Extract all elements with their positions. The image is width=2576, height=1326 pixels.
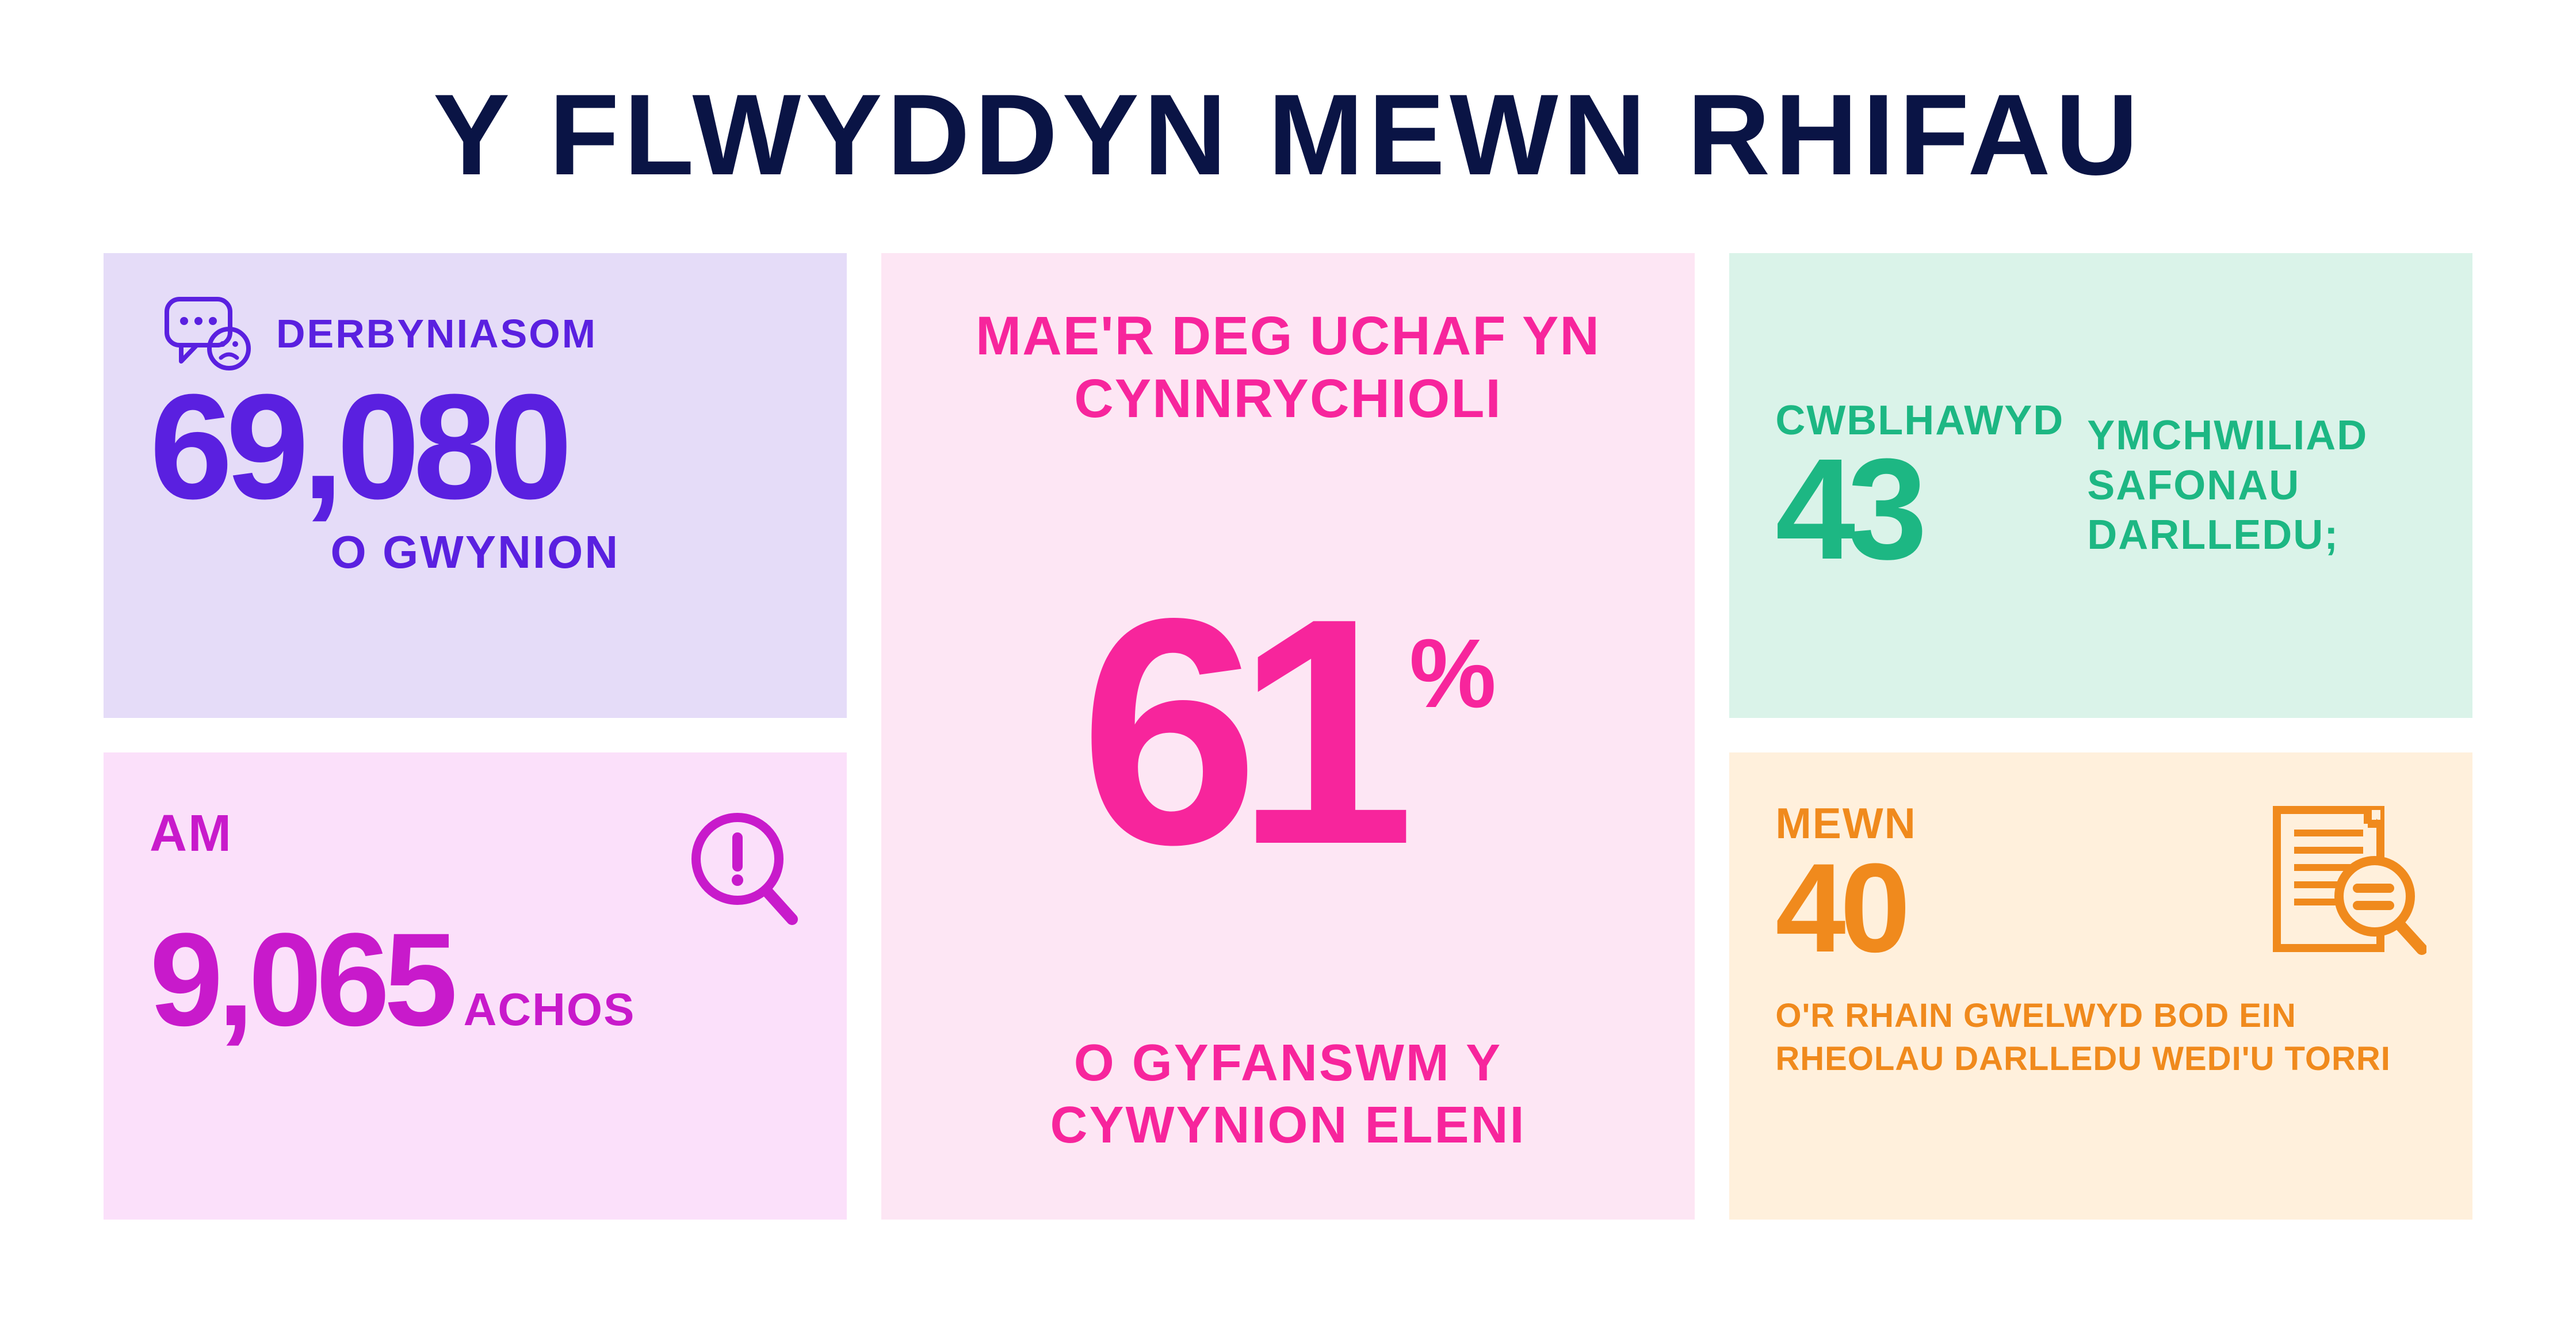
card-a-label: DERBYNIASOM (276, 311, 597, 357)
page-title: Y FLWYDDYN MEWN RHIFAU (104, 69, 2472, 201)
card-complaints-received: DERBYNIASOM 69,080 O GWYNION (104, 253, 847, 718)
card-c-top: MAE'R DEG UCHAF YN CYNNRYCHIOLI (927, 305, 1649, 431)
chat-sad-icon (161, 293, 253, 374)
card-c-value: 61 (1080, 594, 1392, 868)
card-breaches: MEWN 40 (1729, 752, 2472, 1220)
card-top-ten-percent: MAE'R DEG UCHAF YN CYNNRYCHIOLI 61 % O G… (881, 253, 1695, 1220)
card-c-bottom: O GYFANSWM Y CYWYNION ELENI (927, 1032, 1649, 1156)
stat-grid: DERBYNIASOM 69,080 O GWYNION AM 9,06 (104, 253, 2472, 1220)
card-e-value: 40 (1775, 848, 1916, 968)
card-cases: AM 9,065 ACHOS (104, 752, 847, 1220)
card-e-body: O'R RHAIN GWELWYD BOD EIN RHEOLAU DARLLE… (1775, 994, 2426, 1081)
card-b-label: AM (150, 804, 232, 863)
card-b-value: 9,065 (150, 914, 452, 1046)
card-d-right: YMCHWILIAD SAFONAU DARLLEDU; (2087, 411, 2426, 560)
document-search-icon (2254, 798, 2426, 971)
card-d-value: 43 (1775, 444, 2064, 574)
percent-icon: % (1409, 617, 1496, 730)
card-a-value: 69,080 (150, 380, 801, 514)
card-investigations: CWBLHAWYD 43 YMCHWILIAD SAFONAU DARLLEDU… (1729, 253, 2472, 718)
card-b-sub: ACHOS (464, 983, 636, 1036)
magnify-alert-icon (674, 804, 801, 931)
card-a-sub: O GWYNION (150, 526, 801, 579)
